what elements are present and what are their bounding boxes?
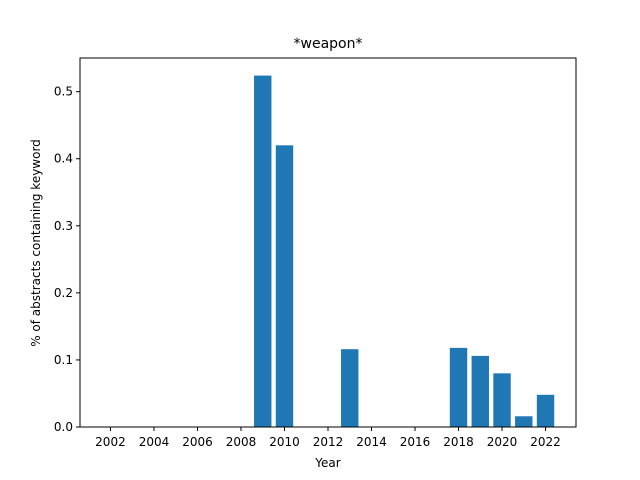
- x-axis-label: Year: [314, 456, 340, 470]
- bar-2010: [275, 145, 294, 427]
- x-tick-label-2002: 2002: [95, 435, 126, 449]
- bar-2009: [254, 75, 272, 427]
- y-axis-label: % of abstracts containing keyword: [29, 139, 43, 347]
- x-tick-label-2004: 2004: [139, 435, 170, 449]
- bar-2019: [471, 355, 489, 427]
- x-tick-label-2016: 2016: [400, 435, 431, 449]
- bar-2021: [515, 416, 533, 427]
- bar-2018: [449, 347, 468, 427]
- x-tick-label-2018: 2018: [443, 435, 474, 449]
- x-axis-ticks: 2002 2004 2006 2008 2010 2012 2014 2016 2018 2020…: [95, 427, 561, 449]
- x-tick-label-2008: 2008: [226, 435, 257, 449]
- y-tick-label-0.5: 0.5: [54, 85, 73, 99]
- bar-2020: [493, 373, 511, 427]
- x-tick-label-2020: 2020: [487, 435, 518, 449]
- plot-frame: [79, 57, 577, 428]
- bars-group: [254, 75, 555, 427]
- x-tick-label-2022: 2022: [530, 435, 561, 449]
- x-tick-label-2006: 2006: [182, 435, 213, 449]
- chart-title: *weapon*: [294, 36, 363, 52]
- x-tick-label-2010: 2010: [269, 435, 300, 449]
- bar-2013: [341, 349, 359, 427]
- y-tick-label-0.3: 0.3: [54, 219, 73, 233]
- y-tick-label-0.4: 0.4: [54, 152, 73, 166]
- x-tick-label-2014: 2014: [356, 435, 387, 449]
- bar-2022: [536, 394, 555, 427]
- y-tick-label-0.1: 0.1: [54, 353, 73, 367]
- y-tick-label-0: 0.0: [54, 420, 73, 434]
- y-tick-label-0.2: 0.2: [54, 286, 73, 300]
- x-tick-label-2012: 2012: [313, 435, 344, 449]
- y-axis-ticks: 0.0 0.1 0.2 0.3 0.4 0.5: [54, 85, 80, 434]
